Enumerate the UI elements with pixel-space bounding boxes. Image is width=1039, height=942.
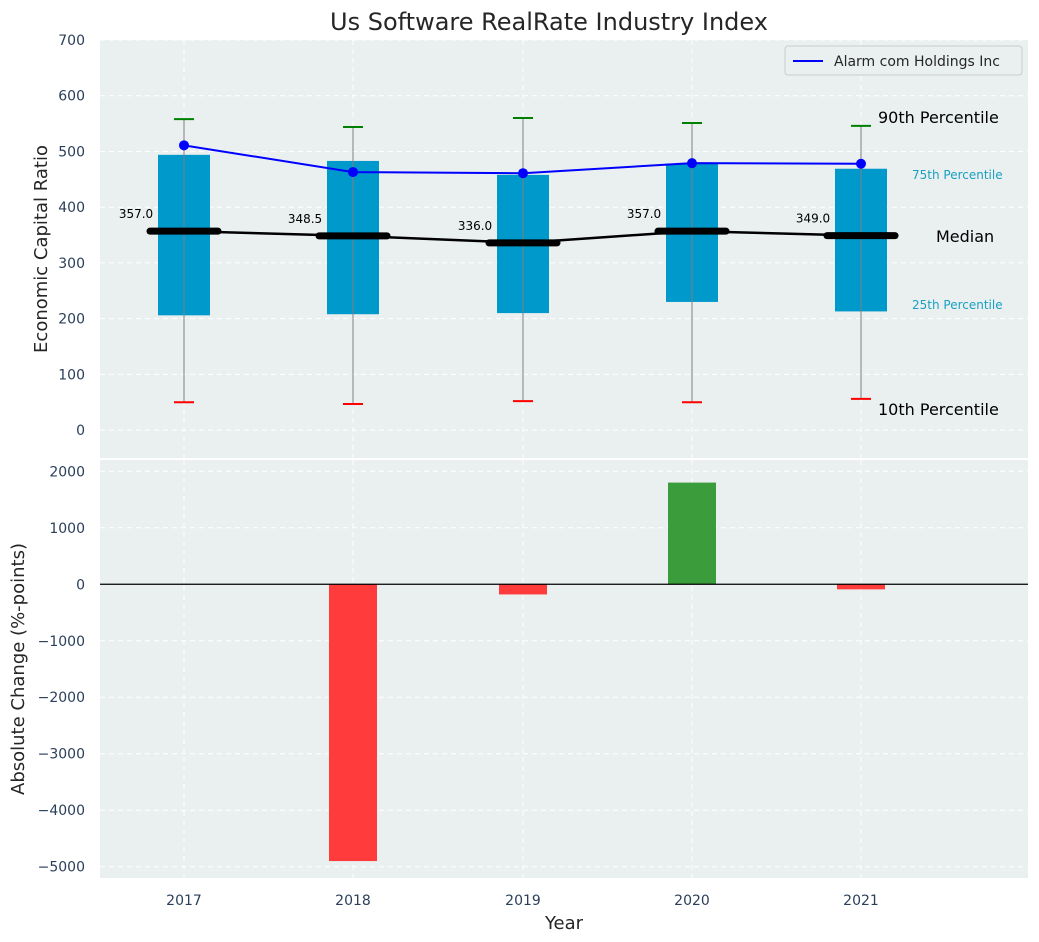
top-y-tick-label: 400 [58, 200, 85, 216]
bottom-grid: −5000 −4000 −3000 −2000 −1000 0 1000 2000 2017 20… [38, 460, 1028, 909]
bottom-y-tick-label: −3000 [38, 747, 85, 763]
bottom-y-tick-label: 0 [76, 577, 85, 593]
legend-box [784, 45, 1023, 76]
top-y-tick-label: 600 [58, 89, 85, 105]
median-value-label: 336.0 [458, 219, 492, 233]
annotation-25th: 25th Percentile [912, 298, 1003, 312]
top-y-axis-label: Economic Capital Ratio [31, 145, 52, 353]
top-y-tick-label: 0 [76, 423, 85, 439]
x-tick-label: 2020 [674, 893, 710, 909]
company-series-point [687, 158, 697, 169]
top-y-tick-label: 700 [58, 33, 85, 49]
annotation-90th: 90th Percentile [878, 108, 999, 127]
company-series-point [856, 158, 866, 169]
bottom-y-tick-label: 1000 [49, 521, 85, 537]
bottom-y-tick-label: −5000 [38, 860, 85, 876]
change-bar [329, 584, 377, 862]
bottom-y-tick-label: −1000 [38, 634, 85, 650]
change-bar [499, 584, 547, 595]
median-value-label: 357.0 [627, 207, 661, 221]
x-tick-label: 2017 [166, 893, 202, 909]
x-tick-label: 2021 [843, 893, 879, 909]
bottom-y-tick-label: −2000 [38, 690, 85, 706]
top-plot-marks: 357.0 348.5 336.0 357.0 349.0 [119, 117, 899, 405]
median-value-label: 348.5 [288, 212, 322, 226]
median-value-label: 357.0 [119, 207, 153, 221]
bottom-plot-marks [100, 482, 1028, 862]
annotation-75th: 75th Percentile [912, 168, 1003, 182]
bottom-y-tick-label: 2000 [49, 464, 85, 480]
legend-label-company: Alarm com Holdings Inc [834, 54, 1000, 70]
change-bar [668, 482, 716, 585]
annotation-10th: 10th Percentile [878, 400, 999, 419]
company-series-point [518, 168, 528, 179]
x-tick-label: 2019 [505, 893, 541, 909]
company-series-point [179, 140, 189, 151]
x-axis-label: Year [544, 913, 584, 934]
top-panel-background [100, 40, 1028, 458]
bottom-y-axis-label: Absolute Change (%-points) [8, 543, 29, 795]
x-tick-label: 2018 [335, 893, 371, 909]
chart-title: Us Software RealRate Industry Index [330, 8, 768, 36]
top-y-tick-label: 100 [58, 367, 85, 383]
legend: Alarm com Holdings Inc [784, 45, 1023, 76]
top-y-tick-label: 200 [58, 312, 85, 328]
change-bar [837, 584, 885, 590]
company-series-point [348, 167, 358, 178]
bottom-y-tick-label: −4000 [38, 803, 85, 819]
top-y-tick-label: 300 [58, 256, 85, 272]
median-value-label: 349.0 [796, 212, 830, 226]
top-y-tick-label: 500 [58, 144, 85, 160]
annotation-median: Median [936, 227, 994, 246]
bottom-panel-background [100, 460, 1028, 878]
percentile-annotations: 90th Percentile 75th Percentile Median 2… [878, 108, 1003, 419]
